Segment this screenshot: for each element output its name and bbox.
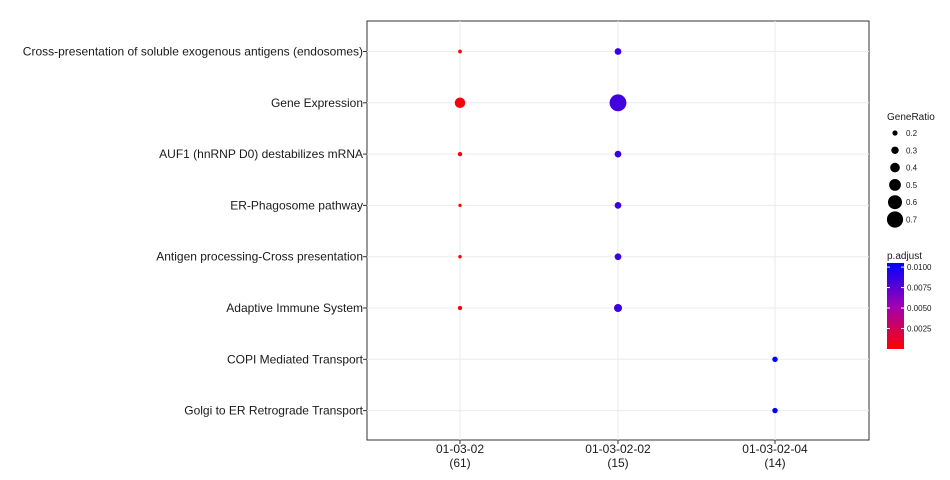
size-legend-key	[892, 130, 898, 136]
x-axis: 01-03-02(61) 01-03-02-02(15) 01-03-02-04(1…	[436, 440, 808, 470]
color-legend: p.adjust 0.0025 0.0050 0.0075 0.0100	[887, 251, 932, 349]
y-tick-label: COPI Mediated Transport	[227, 352, 364, 366]
color-legend-label: 0.0100	[907, 263, 932, 272]
data-point	[458, 203, 462, 208]
y-tick-label: Gene Expression	[271, 96, 363, 110]
y-tick-label: AUF1 (hnRNP D0) destabilizes mRNA	[159, 147, 363, 161]
data-point	[458, 254, 462, 259]
data-point	[614, 202, 622, 209]
color-legend-title: p.adjust	[887, 251, 922, 262]
data-point	[614, 48, 622, 55]
data-point	[614, 150, 622, 158]
x-tick-label: 01-03-02-02	[585, 442, 651, 456]
size-legend-label: 0.6	[906, 198, 918, 207]
x-tick-count: (15)	[607, 456, 628, 470]
data-points	[454, 48, 778, 414]
y-tick-label: Antigen processing-Cross presentation	[156, 250, 363, 264]
size-legend-label: 0.4	[906, 164, 918, 173]
size-legend: GeneRatio 0.2 0.3 0.4 0.5 0.6 0.7	[886, 112, 935, 228]
y-tick-label: Golgi to ER Retrograde Transport	[184, 404, 363, 418]
size-legend-key	[890, 162, 900, 173]
grid-lines	[367, 21, 869, 440]
y-tick-label: Adaptive Immune System	[226, 301, 363, 315]
data-point	[457, 305, 463, 311]
data-point	[772, 356, 778, 363]
size-legend-key	[886, 211, 904, 228]
x-tick-count: (14)	[764, 456, 785, 470]
color-legend-label: 0.0050	[907, 304, 932, 313]
size-legend-label: 0.3	[906, 146, 918, 155]
size-legend-key	[889, 179, 901, 191]
y-axis: Cross-presentation of soluble exogenous …	[23, 45, 367, 418]
data-point	[458, 49, 462, 54]
size-legend-key	[891, 146, 899, 154]
x-tick-label: 01-03-02-04	[742, 442, 808, 456]
size-legend-key	[888, 195, 902, 210]
data-point	[454, 97, 466, 109]
data-point	[614, 253, 622, 261]
data-point	[457, 151, 463, 157]
data-point	[772, 407, 778, 414]
color-legend-label: 0.0025	[907, 325, 932, 334]
y-tick-label: Cross-presentation of soluble exogenous …	[23, 45, 363, 59]
size-legend-label: 0.5	[906, 181, 918, 190]
data-point	[609, 94, 627, 112]
x-tick-count: (61)	[449, 456, 470, 470]
y-tick-label: ER-Phagosome pathway	[230, 198, 363, 212]
color-legend-label: 0.0075	[907, 284, 932, 293]
x-tick-label: 01-03-02	[436, 442, 484, 456]
data-point	[613, 303, 623, 313]
size-legend-label: 0.7	[906, 216, 918, 225]
color-bar	[887, 263, 904, 349]
size-legend-title: GeneRatio	[887, 112, 935, 123]
size-legend-label: 0.2	[906, 129, 918, 138]
